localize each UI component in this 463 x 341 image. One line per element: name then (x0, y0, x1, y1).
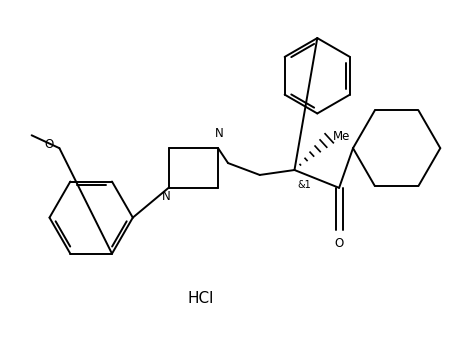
Text: N: N (215, 127, 224, 140)
Text: O: O (334, 237, 344, 250)
Text: O: O (44, 138, 53, 151)
Text: &1: &1 (297, 180, 311, 190)
Text: N: N (162, 190, 171, 203)
Text: HCl: HCl (187, 292, 213, 307)
Text: Me: Me (333, 130, 350, 143)
